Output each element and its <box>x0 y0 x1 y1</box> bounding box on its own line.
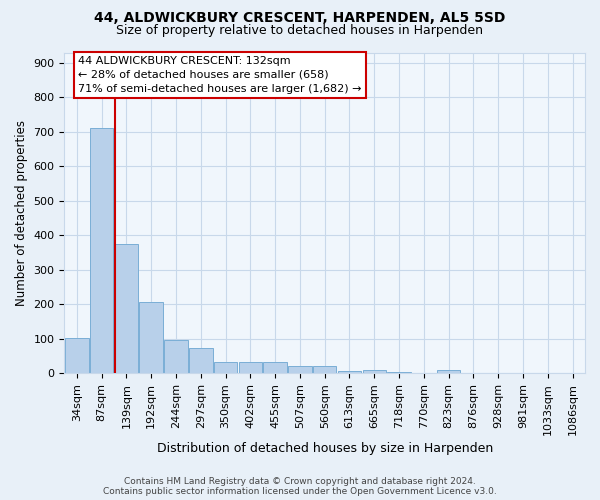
Bar <box>214 362 238 374</box>
Bar <box>362 370 386 374</box>
Text: Contains HM Land Registry data © Crown copyright and database right 2024.
Contai: Contains HM Land Registry data © Crown c… <box>103 476 497 496</box>
Bar <box>288 366 311 374</box>
Bar <box>239 362 262 374</box>
Bar <box>437 370 460 374</box>
X-axis label: Distribution of detached houses by size in Harpenden: Distribution of detached houses by size … <box>157 442 493 455</box>
Y-axis label: Number of detached properties: Number of detached properties <box>15 120 28 306</box>
Bar <box>189 348 212 374</box>
Bar <box>115 244 138 374</box>
Bar <box>164 340 188 374</box>
Bar <box>65 338 89 374</box>
Text: Size of property relative to detached houses in Harpenden: Size of property relative to detached ho… <box>116 24 484 37</box>
Bar <box>263 362 287 374</box>
Bar <box>139 302 163 374</box>
Bar <box>338 370 361 374</box>
Bar <box>90 128 113 374</box>
Bar <box>387 372 411 374</box>
Bar <box>313 366 337 374</box>
Text: 44 ALDWICKBURY CRESCENT: 132sqm
← 28% of detached houses are smaller (658)
71% o: 44 ALDWICKBURY CRESCENT: 132sqm ← 28% of… <box>78 56 362 94</box>
Text: 44, ALDWICKBURY CRESCENT, HARPENDEN, AL5 5SD: 44, ALDWICKBURY CRESCENT, HARPENDEN, AL5… <box>94 11 506 25</box>
